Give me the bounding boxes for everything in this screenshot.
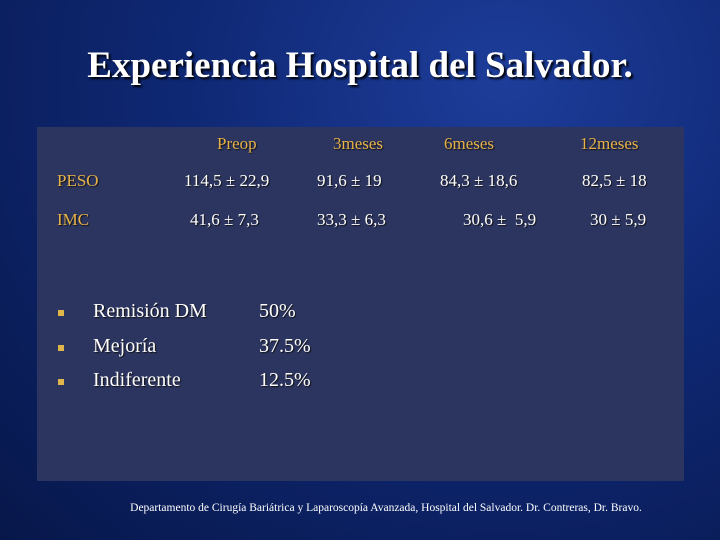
bullet-marker xyxy=(58,379,64,385)
header-6meses: 6meses xyxy=(444,134,495,153)
imc-6meses: 30,6 ± 5,9 xyxy=(463,210,537,229)
peso-3meses: 91,6 ± 19 xyxy=(317,171,382,190)
bullet-marker xyxy=(58,310,64,316)
imc-12meses: 30 ± 5,9 xyxy=(590,210,647,229)
header-12meses: 12meses xyxy=(580,134,639,153)
peso-preop: 114,5 ± 22,9 xyxy=(184,171,270,190)
peso-12meses: 82,5 ± 18 xyxy=(582,171,647,190)
peso-6meses: 84,3 ± 18,6 xyxy=(440,171,518,190)
bullet-label-remision: Remisión DM xyxy=(93,300,207,322)
content-panel: Preop 3meses 6meses 12meses PESO 114,5 ±… xyxy=(37,127,684,481)
header-preop: Preop xyxy=(217,134,257,153)
bullet-value-mejoria: 37.5% xyxy=(259,335,311,357)
row-label-peso: PESO xyxy=(57,171,99,190)
bullet-label-mejoria: Mejoría xyxy=(93,335,157,357)
imc-preop: 41,6 ± 7,3 xyxy=(190,210,259,229)
bullet-value-remision: 50% xyxy=(259,300,296,322)
bullet-marker xyxy=(58,345,64,351)
imc-3meses: 33,3 ± 6,3 xyxy=(317,210,386,229)
slide-footer: Departamento de Cirugía Bariátrica y Lap… xyxy=(0,502,720,514)
footer-text: Departamento de Cirugía Bariátrica y Lap… xyxy=(130,502,642,514)
bullet-value-indiferente: 12.5% xyxy=(259,369,311,391)
row-label-imc: IMC xyxy=(57,210,90,229)
slide-title: Experiencia Hospital del Salvador. xyxy=(87,45,633,86)
bullet-label-indiferente: Indiferente xyxy=(93,369,181,391)
header-3meses: 3meses xyxy=(333,134,384,153)
